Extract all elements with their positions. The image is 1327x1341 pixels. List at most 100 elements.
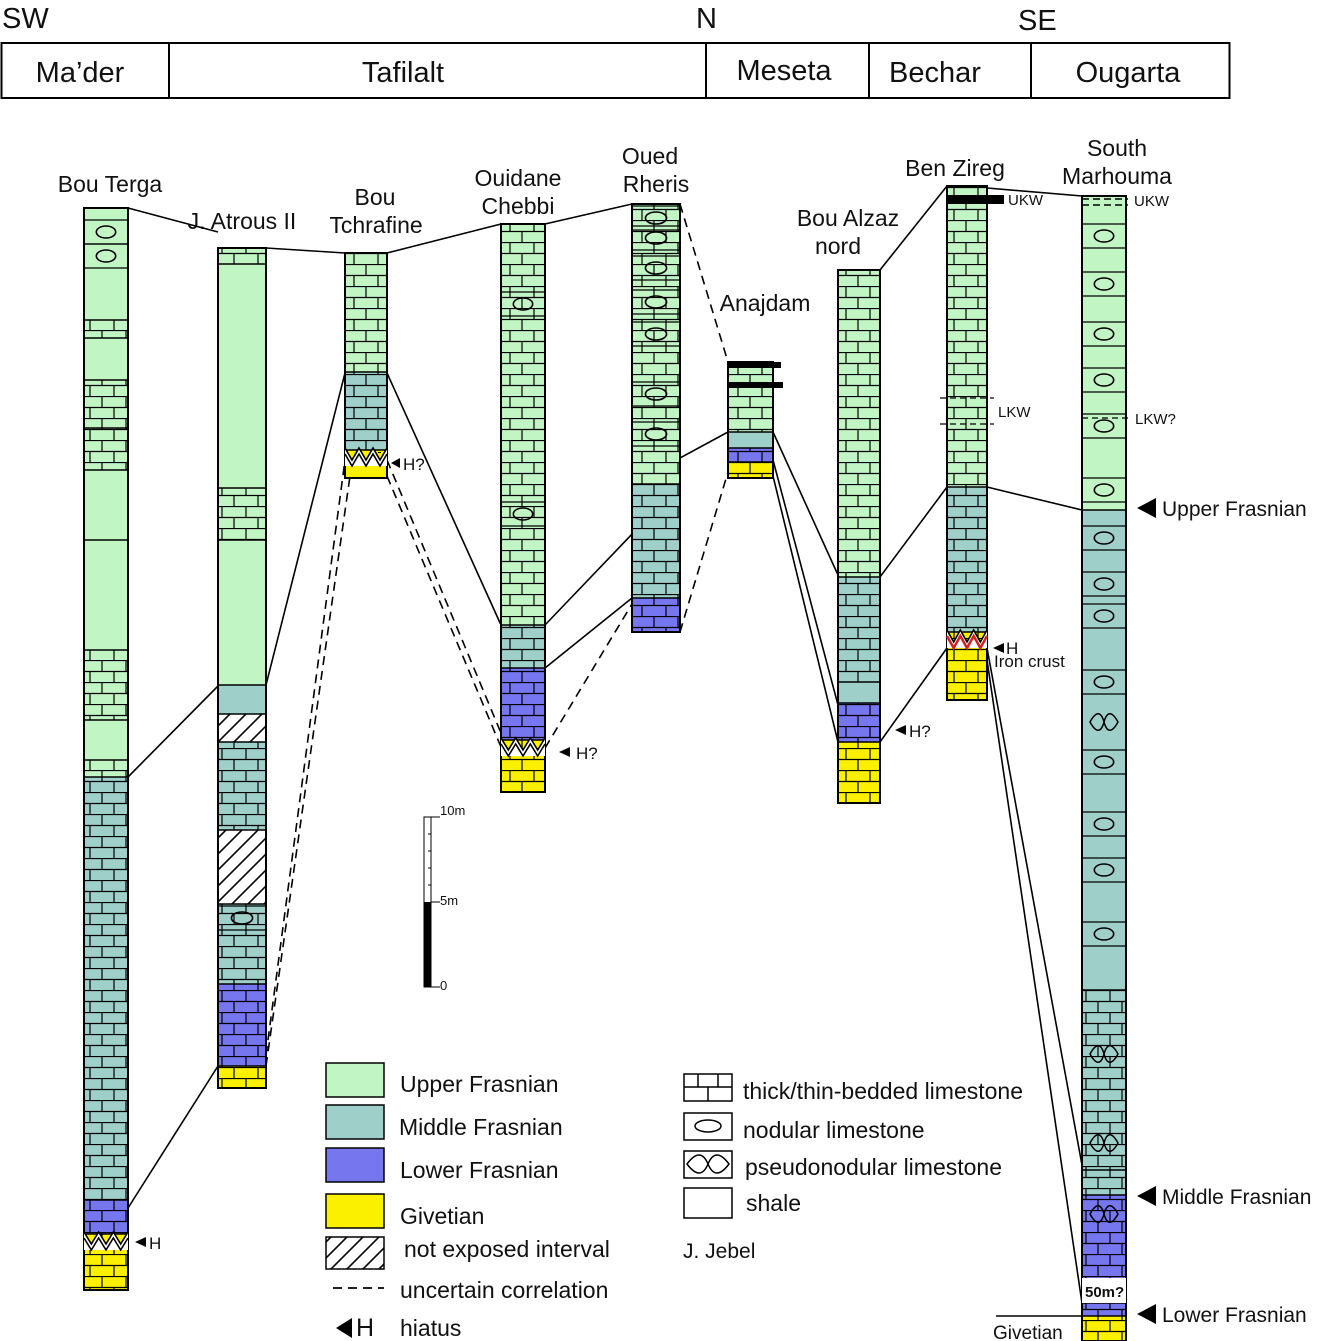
- stage-upper-frasnian: Upper Frasnian: [1162, 498, 1307, 521]
- title-south-marhouma-1: South: [1087, 135, 1147, 161]
- legend-swatch-lower: [325, 1147, 385, 1183]
- nodule: [1093, 577, 1115, 591]
- title-bou-alzaz-2: nord: [815, 233, 861, 259]
- nodule: [512, 297, 534, 311]
- uncertain-correlation-lines: [265, 203, 729, 1067]
- scale-10m: 10m: [440, 803, 465, 818]
- hiatus-arrow-icon: [895, 725, 906, 735]
- stage-middle-frasnian: Middle Frasnian: [1162, 1186, 1311, 1209]
- title-ouidane-2: Chebbi: [482, 193, 555, 219]
- legend-hiatus: hiatus: [400, 1315, 461, 1341]
- nodule: [1093, 419, 1115, 433]
- ukw-bar-ben-zireg: [947, 195, 1004, 204]
- nodule: [1093, 483, 1115, 497]
- nodule: [1093, 817, 1115, 831]
- header: SW N SE Ma’der Tafilalt Meseta Bechar Ou…: [0, 3, 1231, 99]
- legend-givetian: Givetian: [400, 1203, 484, 1229]
- region-mader: Ma’der: [36, 57, 125, 89]
- hiatus-q-ouidane: H?: [576, 744, 598, 763]
- hiatus-ben-zireg: H: [1006, 639, 1018, 658]
- correlation-lines: [127, 185, 1083, 1317]
- column-south-marhouma: [1081, 195, 1127, 1341]
- stratigraphic-columns: [83, 185, 1127, 1341]
- iron-crust-label: Iron crust: [994, 652, 1065, 671]
- nodule: [1093, 675, 1115, 689]
- nodule: [644, 427, 668, 441]
- hiatus-arrow-icon: [559, 747, 570, 757]
- ukw-bar-anajdam-2: [728, 382, 783, 388]
- title-bou-tchrafine-1: Bou: [355, 184, 396, 210]
- nodule: [1093, 863, 1115, 877]
- legend-jebel: J. Jebel: [683, 1240, 755, 1263]
- column-bou-terga: [83, 207, 129, 1291]
- column-bou-alzaz: [837, 269, 881, 804]
- nodule: [1093, 327, 1115, 341]
- legend: Upper Frasnian Middle Frasnian Lower Fra…: [325, 1062, 1023, 1341]
- nodule: [1093, 373, 1115, 387]
- nodule: [644, 231, 668, 245]
- scale-bar: 10m 5m 0: [423, 803, 465, 993]
- legend-shale: shale: [746, 1190, 801, 1216]
- nodule: [230, 911, 254, 925]
- nodule: [1093, 229, 1115, 243]
- svg-text:Upper Frasnian: Upper Frasnian: [400, 1071, 559, 1097]
- legend-hiatus-symbol: H: [356, 1314, 374, 1341]
- legend-upper-frasnian: Upper Frasnian: [400, 1071, 559, 1097]
- region-bechar: Bechar: [889, 57, 981, 89]
- legend-uncertain: uncertain correlation: [400, 1277, 608, 1303]
- hiatus-q-alzaz: H?: [909, 722, 931, 741]
- title-bou-tchrafine-2: Tchrafine: [329, 212, 422, 238]
- column-annotations: UKW UKW LKW LKW? H? H? H? H H Iron crust…: [135, 192, 1311, 1341]
- column-anajdam: [727, 361, 774, 479]
- nodule: [644, 295, 668, 309]
- ukw-bar-anajdam-1: [728, 362, 781, 368]
- ukw-label-marhouma: UKW: [1134, 193, 1170, 210]
- legend-swatch-middle: [325, 1104, 385, 1140]
- section-titles: Bou Terga J. Atrous II Bou Tchrafine Oui…: [58, 135, 1172, 316]
- pseudonodule: [1089, 713, 1119, 731]
- fifty-m-label: 50m?: [1085, 1284, 1124, 1301]
- nodule: [644, 387, 668, 401]
- nodule: [644, 327, 668, 341]
- hiatus-arrow-icon: [336, 1318, 352, 1338]
- hiatus-bou-terga: H: [149, 1234, 161, 1253]
- nodule: [1093, 277, 1115, 291]
- title-j-atrous: J. Atrous II: [188, 208, 297, 234]
- nodule: [644, 211, 668, 225]
- direction-n: N: [696, 3, 717, 35]
- nodule: [1093, 755, 1115, 769]
- region-tafilalt: Tafilalt: [362, 57, 444, 89]
- nodule: [1093, 609, 1115, 623]
- column-oued-rheris: [631, 203, 681, 633]
- ukw-label-ben-zireg: UKW: [1008, 192, 1044, 209]
- legend-not-exposed: not exposed interval: [404, 1236, 610, 1262]
- nodule: [644, 261, 668, 275]
- nodule: [95, 225, 117, 239]
- legend-pseudonodular-limestone: pseudonodular limestone: [745, 1154, 1002, 1180]
- lkw-label: LKW: [998, 404, 1031, 421]
- legend-nodular-limestone: nodular limestone: [743, 1117, 925, 1143]
- hiatus-zigzag: [500, 736, 546, 752]
- hiatus-q-tchrafine: H?: [403, 455, 425, 474]
- legend-middle-frasnian: Middle Frasnian: [399, 1114, 563, 1140]
- legend-swatch-upper: [325, 1062, 385, 1098]
- legend-bedded-limestone: thick/thin-bedded limestone: [743, 1078, 1023, 1104]
- nodule: [95, 249, 117, 263]
- title-ben-zireg: Ben Zireg: [905, 155, 1005, 181]
- direction-sw: SW: [2, 3, 49, 35]
- title-oued-rheris-2: Rheris: [623, 171, 689, 197]
- column-ben-zireg: [945, 185, 989, 701]
- hiatus-zigzag: [83, 1230, 129, 1246]
- hiatus-zigzag: [344, 446, 388, 462]
- title-bou-terga: Bou Terga: [58, 171, 163, 197]
- title-anajdam: Anajdam: [720, 290, 811, 316]
- shale-icon: [683, 1187, 733, 1219]
- stage-lower-frasnian: Lower Frasnian: [1162, 1304, 1307, 1327]
- hiatus-arrow-icon: [391, 458, 400, 468]
- scale-0: 0: [440, 978, 447, 993]
- direction-se: SE: [1018, 5, 1057, 37]
- stage-givetian: Givetian: [993, 1323, 1063, 1341]
- title-ouidane-1: Ouidane: [475, 165, 562, 191]
- lkw-q-label: LKW?: [1135, 411, 1176, 428]
